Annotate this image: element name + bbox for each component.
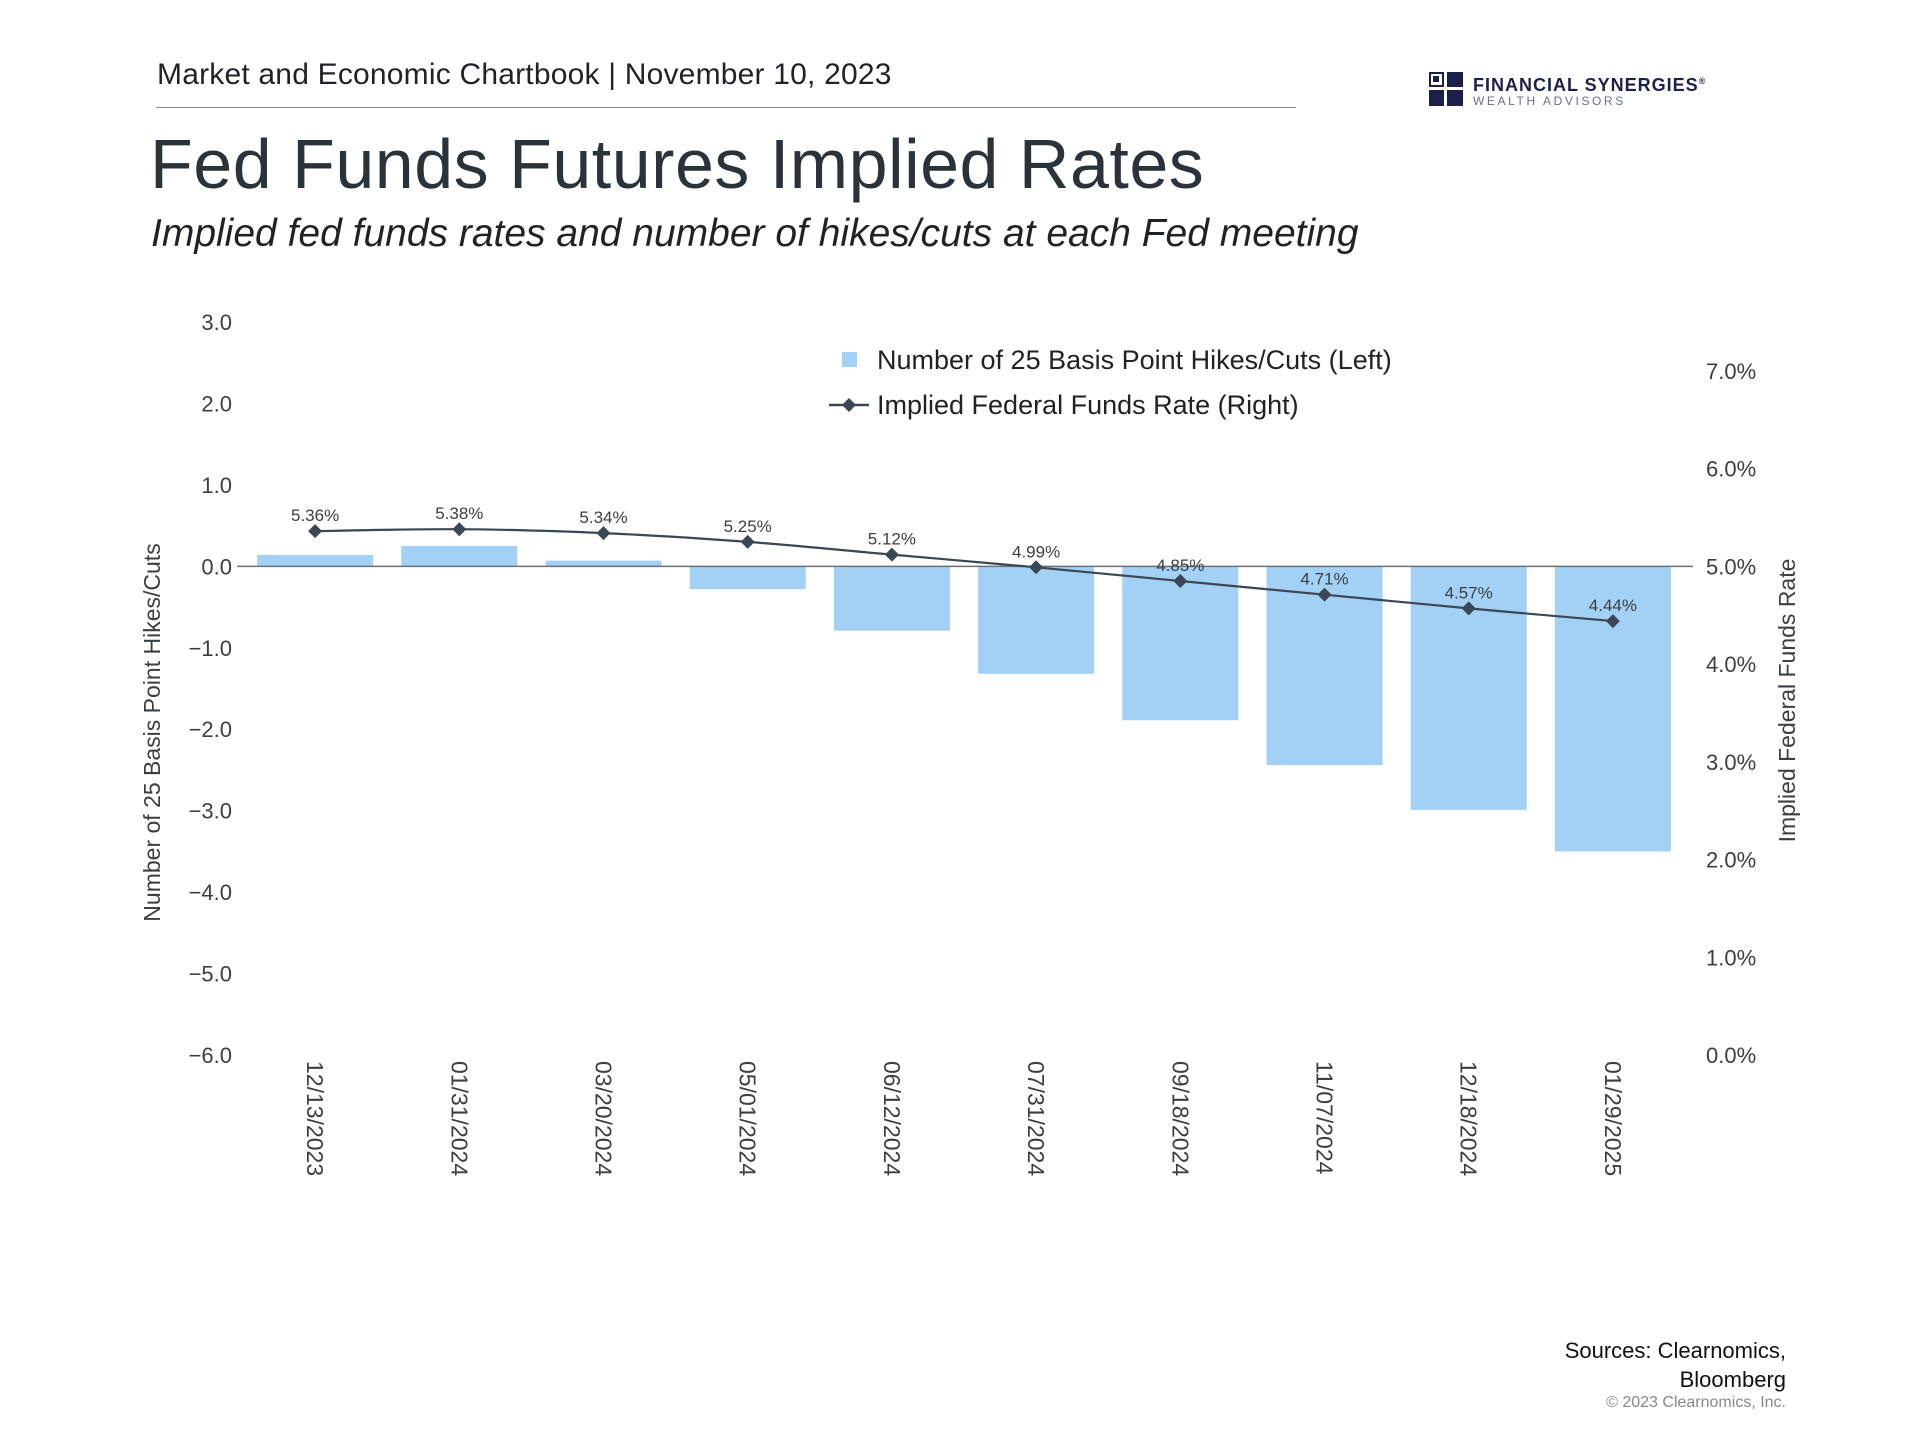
bar-hikes-cuts (545, 560, 662, 567)
right-axis-title: Implied Federal Funds Rate (1774, 559, 1800, 843)
right-axis-tick-label: 3.0% (1706, 750, 1756, 775)
financial-synergies-logo: FINANCIAL SYNERGIES® WEALTH ADVISORS (1429, 72, 1706, 108)
x-axis-date-label: 01/31/2024 (446, 1061, 472, 1176)
bar-hikes-cuts (689, 566, 806, 590)
left-axis-tick-label: −4.0 (189, 880, 232, 905)
legend-line-label: Implied Federal Funds Rate (Right) (877, 390, 1299, 420)
implied-rate-point (1173, 573, 1188, 588)
implied-rate-point (1317, 587, 1332, 602)
implied-rate-point (596, 526, 611, 541)
bar-hikes-cuts (1122, 566, 1239, 721)
implied-rate-data-label: 4.71% (1300, 570, 1348, 589)
left-axis-title: Number of 25 Basis Point Hikes/Cuts (139, 543, 165, 921)
right-axis-tick-label: 4.0% (1706, 652, 1756, 677)
left-axis-tick-label: 1.0 (201, 473, 232, 498)
bar-hikes-cuts (833, 566, 950, 631)
x-axis-date-label: 03/20/2024 (591, 1061, 617, 1176)
copyright-note: © 2023 Clearnomics, Inc. (1606, 1394, 1786, 1411)
sources-note: Sources: Clearnomics, Bloomberg (1565, 1336, 1786, 1394)
implied-rate-data-label: 4.99% (1012, 542, 1060, 561)
implied-rate-point (884, 547, 899, 562)
sources-line-1: Sources: Clearnomics, (1564, 1338, 1786, 1363)
right-axis-tick-label: 2.0% (1706, 848, 1756, 873)
right-axis-tick-label: 6.0% (1706, 457, 1756, 482)
implied-rate-data-label: 5.34% (579, 508, 627, 527)
header-divider (156, 107, 1296, 108)
legend-bar-label: Number of 25 Basis Point Hikes/Cuts (Lef… (877, 345, 1392, 375)
x-axis-date-label: 09/18/2024 (1167, 1061, 1193, 1176)
bar-hikes-cuts (401, 545, 518, 567)
x-axis-date-label: 07/31/2024 (1023, 1061, 1049, 1176)
legend-bar-swatch (842, 352, 857, 367)
implied-rate-point (740, 534, 755, 549)
left-axis-tick-label: 3.0 (201, 310, 232, 335)
left-axis-tick-label: −5.0 (189, 962, 232, 987)
x-axis-date-label: 05/01/2024 (735, 1061, 761, 1176)
implied-rate-point (1029, 560, 1044, 575)
legend-line-marker (842, 398, 856, 412)
x-axis-date-label: 11/07/2024 (1312, 1061, 1338, 1175)
implied-rate-data-label: 5.36% (291, 506, 339, 525)
implied-rate-data-label: 4.57% (1445, 583, 1493, 602)
chartbook-header: Market and Economic Chartbook | November… (157, 58, 892, 91)
implied-rate-line (315, 528, 1613, 623)
x-axis-date-label: 12/13/2023 (302, 1061, 328, 1176)
sources-line-2: Bloomberg (1679, 1367, 1786, 1392)
implied-rate-data-label: 5.12% (868, 530, 916, 549)
x-axis-date-label: 12/18/2024 (1456, 1061, 1482, 1176)
left-axis-tick-label: 0.0 (201, 554, 232, 579)
left-axis-tick-label: −3.0 (189, 799, 232, 824)
page-subtitle: Implied fed funds rates and number of hi… (151, 212, 1359, 255)
logo-mark-icon (1429, 72, 1463, 106)
logo-subtitle: WEALTH ADVISORS (1473, 94, 1626, 108)
x-axis-date-label: 01/29/2025 (1600, 1061, 1626, 1176)
implied-rate-point (452, 522, 467, 537)
x-axis-date-label: 06/12/2024 (879, 1061, 905, 1176)
right-axis-tick-label: 7.0% (1706, 359, 1756, 384)
bar-hikes-cuts (1554, 566, 1671, 852)
implied-rate-data-label: 5.38% (435, 504, 483, 523)
left-axis-tick-label: −1.0 (189, 636, 232, 661)
left-axis-tick-label: 2.0 (201, 391, 232, 416)
logo-name: FINANCIAL SYNERGIES® (1473, 75, 1707, 95)
left-axis-tick-label: −2.0 (189, 717, 232, 742)
implied-rate-data-label: 4.44% (1589, 596, 1637, 615)
page-title: Fed Funds Futures Implied Rates (150, 125, 1205, 203)
logo-registered-mark: ® (1698, 76, 1707, 86)
implied-rate-data-label: 5.25% (724, 517, 772, 536)
implied-rate-point (1605, 614, 1620, 629)
implied-rate-point (308, 524, 323, 539)
left-axis-tick-label: −6.0 (189, 1043, 232, 1068)
implied-rate-data-label: 4.85% (1156, 556, 1204, 575)
bar-hikes-cuts (257, 554, 374, 567)
right-axis-tick-label: 5.0% (1706, 554, 1756, 579)
right-axis-tick-label: 0.0% (1706, 1043, 1756, 1068)
bar-hikes-cuts (978, 566, 1095, 674)
right-axis-tick-label: 1.0% (1706, 945, 1756, 970)
implied-rate-point (1461, 601, 1476, 616)
